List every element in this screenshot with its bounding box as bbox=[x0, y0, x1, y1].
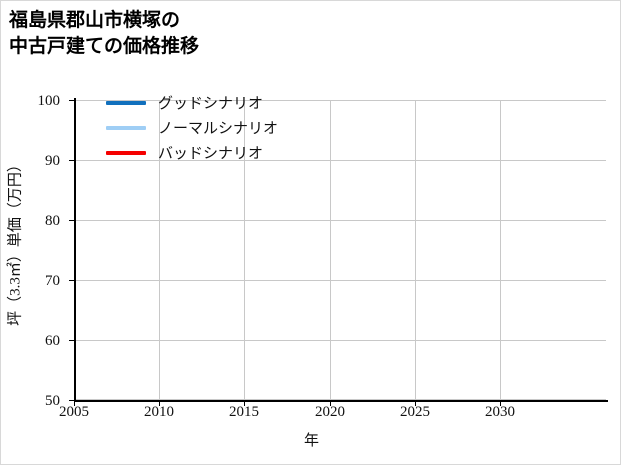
x-tick-2030: 2030 bbox=[485, 404, 515, 420]
legend-swatch-good-icon bbox=[106, 100, 146, 105]
gridline-x-2025 bbox=[415, 100, 416, 400]
gridline-x-2015 bbox=[244, 100, 245, 400]
plot-background bbox=[74, 100, 606, 400]
legend-label-normal: ノーマルシナリオ bbox=[158, 121, 279, 137]
legend-item-normal: ノーマルシナリオ bbox=[106, 119, 279, 137]
gridline-x-2010 bbox=[159, 100, 160, 400]
x-tickmark-2010 bbox=[159, 402, 160, 406]
chart-legend: グッドシナリオ ノーマルシナリオ バッドシナリオ bbox=[106, 94, 279, 162]
gridline-y-90 bbox=[74, 160, 606, 161]
x-tickmark-2015 bbox=[244, 402, 245, 406]
x-tick-2025: 2025 bbox=[400, 404, 430, 420]
gridline-y-70 bbox=[74, 280, 606, 281]
y-tickmark-90 bbox=[69, 160, 74, 161]
gridline-y-100 bbox=[74, 100, 606, 101]
x-tickmark-2025 bbox=[415, 402, 416, 406]
y-tick-70: 70 bbox=[45, 273, 60, 289]
y-tick-100: 100 bbox=[37, 93, 61, 109]
legend-swatch-normal-icon bbox=[106, 125, 146, 130]
x-tick-2020: 2020 bbox=[315, 404, 345, 420]
legend-item-bad: バッドシナリオ bbox=[106, 144, 278, 162]
legend-label-good: グッドシナリオ bbox=[158, 96, 264, 112]
legend-item-good: グッドシナリオ bbox=[106, 94, 278, 112]
y-tick-80: 80 bbox=[45, 213, 60, 229]
plot-area bbox=[74, 100, 606, 400]
y-axis-label: 坪（3.3㎡）単価（万円） bbox=[7, 157, 24, 326]
gridline-x-2030 bbox=[500, 100, 501, 400]
legend-swatch-bad-icon bbox=[106, 150, 146, 155]
y-tick-90: 90 bbox=[45, 153, 60, 169]
y-tickmark-100 bbox=[69, 100, 74, 101]
gridline-y-60 bbox=[74, 340, 606, 341]
legend-label-bad: バッドシナリオ bbox=[158, 146, 264, 162]
x-tick-2010: 2010 bbox=[144, 404, 174, 420]
y-axis-line bbox=[74, 98, 76, 402]
y-tickmark-80 bbox=[69, 220, 74, 221]
y-tickmark-50 bbox=[69, 400, 74, 401]
y-tick-50: 50 bbox=[45, 393, 60, 409]
y-tickmark-70 bbox=[69, 280, 74, 281]
y-axis-tick-labels: 100 90 80 70 60 50 bbox=[1, 1, 67, 464]
x-tick-2005: 2005 bbox=[59, 404, 89, 420]
gridline-x-2020 bbox=[330, 100, 331, 400]
gridline-y-50 bbox=[74, 399, 606, 400]
y-tickmark-60 bbox=[69, 340, 74, 341]
x-tick-2015: 2015 bbox=[229, 404, 259, 420]
gridline-y-80 bbox=[74, 220, 606, 221]
x-axis-line bbox=[74, 400, 608, 402]
page-title: 福島県郡山市横塚の 中古戸建ての価格推移 bbox=[9, 9, 200, 58]
x-tickmark-2030 bbox=[500, 402, 501, 406]
x-tickmark-2005 bbox=[74, 402, 75, 406]
x-axis-label: 年 bbox=[303, 433, 319, 449]
y-tick-60: 60 bbox=[45, 333, 60, 349]
x-tickmark-2020 bbox=[330, 402, 331, 406]
